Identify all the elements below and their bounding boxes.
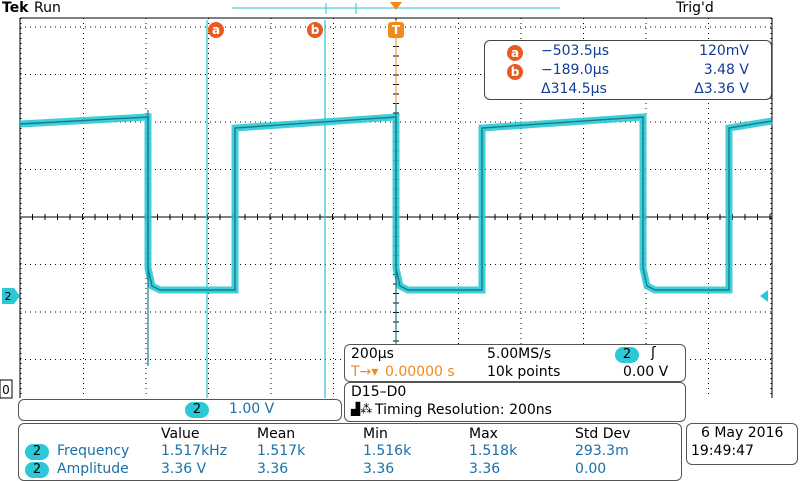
svg-text:0: 0 [2, 383, 10, 397]
trigger-position-badge[interactable]: T [388, 22, 404, 38]
cursor-b-readout: b −189.0μs 3.48 V [485, 62, 771, 81]
measurement-header-mean: Mean [257, 426, 296, 442]
rising-edge-icon: ʃ [651, 345, 656, 361]
digital-ground-marker[interactable]: 0 [0, 379, 13, 399]
trigger-source-badge: 2 [615, 347, 639, 363]
digital-channels-panel[interactable]: D15–D0 ▟⁂ Timing Resolution: 200ns [344, 382, 686, 422]
measurement-row-2-channel: 2 [25, 462, 49, 478]
measurement-row-1-mean: 1.517k [257, 443, 306, 459]
cursor-a-value: 120mV [699, 43, 749, 59]
measurement-row-1-label: Frequency [57, 443, 130, 459]
timing-resolution-icon: ▟⁂ [351, 402, 373, 416]
channel-2-scale: 1.00 V [229, 401, 275, 417]
cursor-b-readout-badge: b [507, 64, 523, 80]
brand-logo: Tek [2, 0, 29, 16]
cursor-delta-readout: Δ314.5μs Δ3.36 V [485, 81, 771, 100]
cursor-delta-value: Δ3.36 V [694, 81, 749, 97]
time-per-division: 200μs [351, 346, 394, 362]
trigger-status: Trig'd [676, 0, 714, 16]
measurement-row-2-max: 3.36 [469, 461, 501, 477]
cursor-a-readout: a −503.5μs 120mV [485, 43, 771, 62]
measurement-row-1-max: 1.518k [469, 443, 518, 459]
cursor-delta-time: Δ314.5μs [541, 81, 607, 97]
measurement-header-value: Value [161, 426, 200, 442]
measurement-row-1-channel: 2 [25, 444, 49, 460]
timing-resolution: Timing Resolution: 200ns [375, 402, 552, 418]
horizontal-position-ruler [232, 2, 560, 14]
cursor-b-badge[interactable]: b [307, 22, 323, 38]
date: 6 May 2016 [701, 425, 784, 441]
time: 19:49:47 [691, 443, 754, 459]
record-length: 10k points [487, 364, 561, 380]
channel-2-marker-label: 2 [5, 290, 12, 303]
status-bar [0, 0, 800, 18]
trigger-level: 0.00 V [623, 364, 669, 380]
measurement-row-2-value: 3.36 V [161, 461, 207, 477]
cursor-a-badge[interactable]: a [208, 22, 224, 38]
channel-2-offscreen-arrow [760, 290, 768, 302]
measurement-row-1-stddev: 293.3m [575, 443, 629, 459]
measurement-header-min: Min [363, 426, 388, 442]
measurement-row-2-min: 3.36 [363, 461, 395, 477]
channel-2-ground-marker[interactable]: 2 [2, 288, 20, 304]
cursor-b-time: −189.0μs [541, 62, 610, 78]
acquisition-state[interactable]: Run [34, 0, 61, 16]
cursor-a-time: −503.5μs [541, 43, 610, 59]
channel-2-badge: 2 [185, 402, 209, 418]
trigger-offset-icon: T→▾ [351, 364, 379, 380]
measurement-header-max: Max [469, 426, 498, 442]
channel-2-scale-bar[interactable]: 2 1.00 V [18, 399, 342, 421]
cursor-b-value: 3.48 V [703, 62, 749, 78]
trigger-offset: 0.00000 s [385, 364, 455, 380]
measurement-row-1-value: 1.517kHz [161, 443, 228, 459]
cursor-a-readout-badge: a [507, 45, 523, 61]
timebase-panel[interactable]: 200μs 5.00MS/s 2 ʃ T→▾ 0.00000 s 10k poi… [344, 344, 686, 382]
digital-channel-range: D15–D0 [351, 384, 407, 400]
sample-rate: 5.00MS/s [487, 346, 552, 362]
measurement-row-2-mean: 3.36 [257, 461, 289, 477]
measurement-row-1-min: 1.516k [363, 443, 412, 459]
measurements-panel[interactable]: Value Mean Min Max Std Dev 2 Frequency 1… [18, 423, 682, 481]
channel-2-trace [19, 104, 773, 372]
measurement-row-2-stddev: 0.00 [575, 461, 607, 477]
cursor-readout: a −503.5μs 120mV b −189.0μs 3.48 V Δ314.… [484, 40, 772, 100]
measurement-header-stddev: Std Dev [575, 426, 631, 442]
datetime-panel: 6 May 2016 19:49:47 [686, 423, 798, 465]
measurement-row-2-label: Amplitude [57, 461, 129, 477]
